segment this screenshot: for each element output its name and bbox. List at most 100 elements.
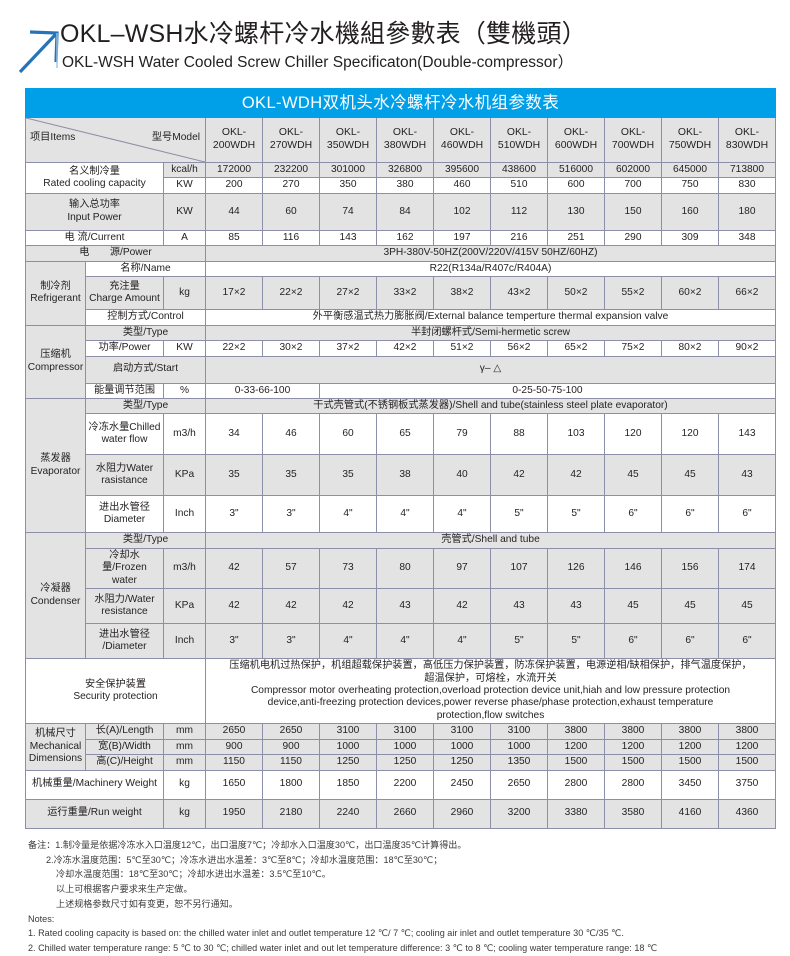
blue-arrow-logo (18, 30, 59, 74)
cell: 1150 (262, 754, 320, 771)
unit-mm: mm (163, 754, 206, 771)
cell: 85 (205, 229, 263, 247)
cell: 42 (319, 588, 377, 625)
unit-mm: mm (163, 738, 206, 756)
evaporator-section-label: 蒸发器 Evaporator (25, 397, 86, 534)
unit-kw: KW (163, 192, 206, 231)
label-en-2: Dimensions (28, 753, 83, 765)
label-en: water flow (101, 434, 148, 446)
row-cooling-kcal: 名义制冷量 Rated cooling capacity kcal/h 1720… (25, 161, 776, 194)
cell: 216 (490, 229, 548, 247)
cell: 35 (205, 454, 263, 497)
row-refrigerant-control: 控制方式/Control 外平衡感温式热力膨胀阀/External balanc… (26, 309, 776, 326)
cell: 43 (376, 588, 434, 625)
safety-line-4: device,anti-freezing protection devices,… (267, 697, 714, 709)
row-compressor-power: 功率/Power KW 22×2 30×2 37×2 42×2 51×2 56×… (26, 340, 776, 357)
row-condenser-resistance: 水阻力/Water resistance KPa 42 42 42 43 42 … (26, 588, 776, 625)
machinery-weight-label: 机械重量/Machinery Weight (25, 769, 164, 800)
cell: 600 (547, 177, 605, 194)
unit-inch: Inch (163, 623, 206, 660)
cell: 301000 (319, 161, 377, 179)
label-cn: 冷凝器 (40, 583, 71, 595)
model-col-5: OKL- 510WDH (490, 117, 548, 163)
model-suffix: 510WDH (497, 140, 541, 151)
refrigerant-name-label: 名称/Name (85, 260, 206, 278)
cell: 57 (262, 547, 320, 590)
label-cn: 充注量 (109, 280, 140, 292)
cell: 6" (604, 495, 662, 534)
unit-kw: KW (163, 177, 206, 194)
model-suffix: 380WDH (383, 140, 427, 151)
cell: 2800 (547, 769, 605, 800)
note-cn-2: 2.冷冻水温度范围：5℃至30℃；冷冻水进出水温差：3℃至8℃；冷却水温度范围：… (46, 854, 443, 865)
cell: 22×2 (262, 276, 320, 311)
specification-table: OKL-WDH双机头水冷螺杆冷水机组参数表 项目Items 型号Model OK… (25, 88, 776, 829)
cell: 4" (376, 623, 434, 660)
cell: 90×2 (718, 340, 776, 357)
cell: 42 (490, 454, 548, 497)
label-en: /Diameter (102, 641, 147, 653)
cell: 1000 (376, 738, 434, 756)
cell: 4160 (661, 798, 719, 829)
cell: 5" (547, 495, 605, 534)
model-col-6: OKL- 600WDH (547, 117, 605, 163)
label-en: Charge Amount (89, 293, 160, 305)
cell: 1250 (376, 754, 434, 771)
model-suffix: 600WDH (554, 140, 598, 151)
note-cn-3: 冷却水温度范围：18℃至30℃；冷却水进出水温差：3.5℃至10℃。 (56, 869, 331, 880)
cell: 45 (604, 454, 662, 497)
cell: 1350 (490, 754, 548, 771)
cell: 3100 (433, 723, 491, 740)
cell: 44 (205, 192, 263, 231)
row-compressor-start: 启动方式/Start γ– △ (26, 355, 776, 384)
cell: 380 (376, 177, 434, 194)
cell: 6" (661, 623, 719, 660)
cell: 395600 (433, 161, 491, 179)
evaporator-type-value: 干式壳管式(不锈钢板式蒸发器)/Shell and tube(stainless… (205, 397, 776, 415)
cell: 900 (205, 738, 263, 756)
label-en: Input Power (67, 211, 122, 223)
evaporator-type-label: 类型/Type (85, 397, 206, 415)
cell: 116 (262, 229, 320, 247)
note-en-1: 1. Rated cooling capacity is based on: t… (28, 928, 624, 939)
cell: 350 (319, 177, 377, 194)
row-security-protection: 安全保护装置 Security protection 压缩机电机过热保护，机组超… (25, 658, 776, 725)
cell: 645000 (661, 161, 719, 179)
label-en: resistance (101, 606, 148, 618)
row-cooling-kw: KW 200 270 350 380 460 510 600 700 750 8… (26, 177, 776, 194)
cell: 42 (547, 454, 605, 497)
row-evaporator-diameter: 进出水管径 Diameter Inch 3" 3" 4" 4" 4" 5" 5"… (26, 495, 776, 534)
model-prefix: OKL- (335, 127, 361, 139)
label-en: Condenser (30, 595, 81, 607)
cell: 120 (604, 413, 662, 456)
model-prefix: OKL- (677, 127, 703, 139)
cell: 156 (661, 547, 719, 590)
items-label: 项目Items (30, 132, 76, 143)
cell: 516000 (547, 161, 605, 179)
cell: 88 (490, 413, 548, 456)
label-en: rasistance (101, 475, 148, 487)
row-dimension-width: 宽(B)/Width mm 900 900 1000 1000 1000 100… (26, 738, 776, 756)
energy-range-value-a: 0-33-66-100 (205, 382, 320, 399)
cell: 3800 (547, 723, 605, 740)
model-suffix: 200WDH (212, 140, 256, 151)
security-protection-value: 压缩机电机过热保护，机组超载保护装置，高低压力保护装置，防冻保护装置，电源逆相/… (205, 658, 776, 725)
label-en: Compressor (27, 361, 84, 373)
cell: 97 (433, 547, 491, 590)
width-label: 宽(B)/Width (85, 738, 164, 756)
cell: 1500 (547, 754, 605, 771)
charge-amount-label: 充注量 Charge Amount (85, 276, 164, 311)
input-power-label: 输入总功率 Input Power (25, 192, 164, 231)
cell: 55×2 (604, 276, 662, 311)
cell: 75×2 (604, 340, 662, 357)
cell: 1500 (661, 754, 719, 771)
cell: 1200 (661, 738, 719, 756)
unit-kg: kg (163, 769, 206, 800)
label-cn: 进出水管径 (99, 501, 150, 513)
table-banner: OKL-WDH双机头水冷螺杆冷水机组参数表 (25, 88, 776, 118)
model-prefix: OKL- (734, 127, 760, 139)
cell: 162 (376, 229, 434, 247)
cell: 713800 (718, 161, 776, 179)
cell: 700 (604, 177, 662, 194)
